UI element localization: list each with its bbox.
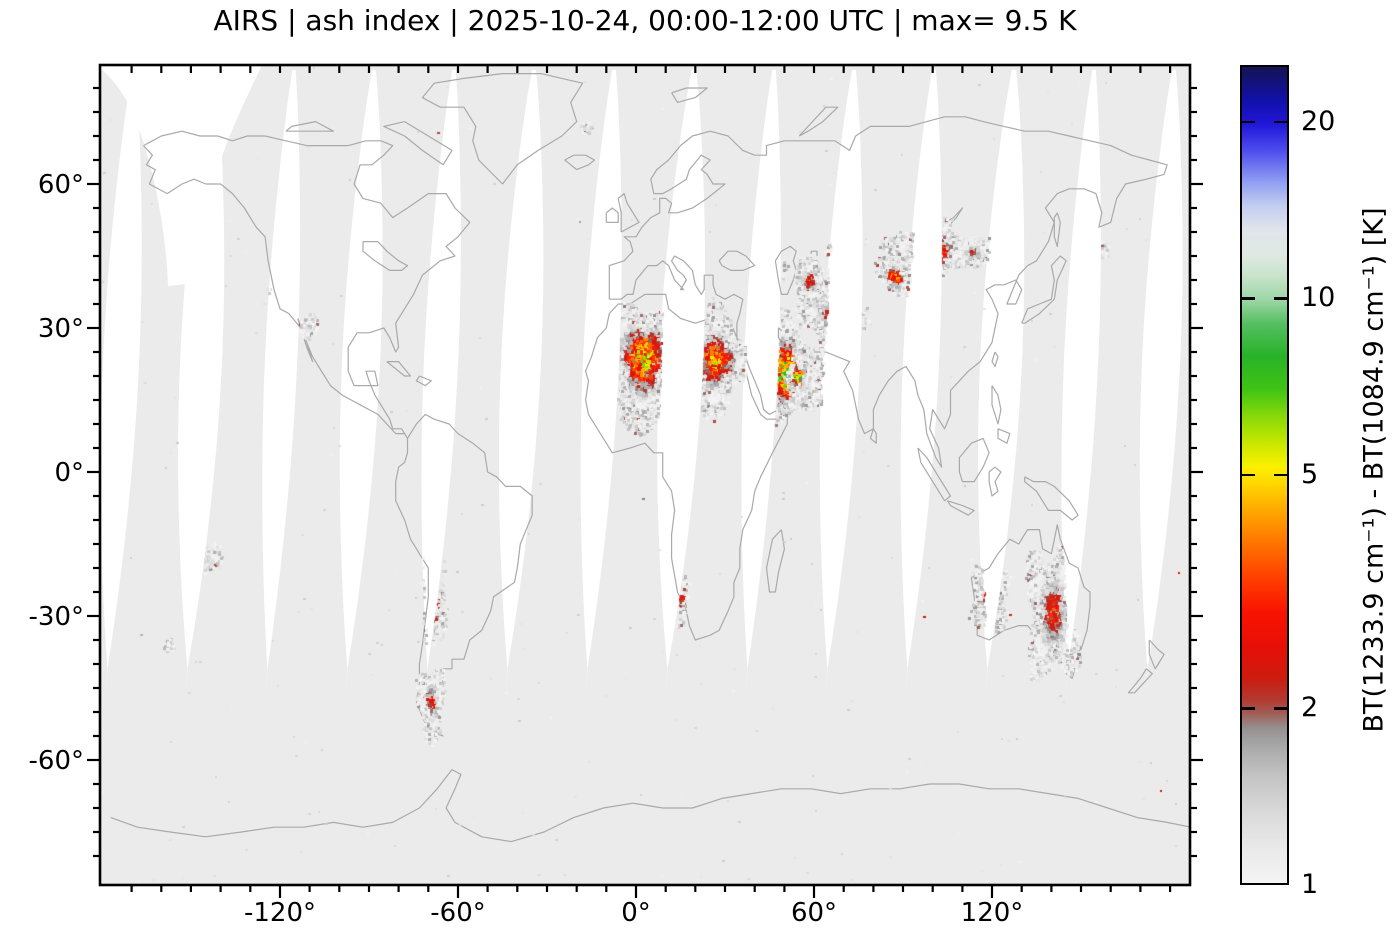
x-tick-label: 0° <box>621 898 651 928</box>
y-tick-label: 30° <box>38 314 84 344</box>
x-tick-label: 60° <box>791 898 837 928</box>
colorbar-tick-mark <box>1242 120 1255 123</box>
y-tick-label: -60° <box>29 746 84 776</box>
colorbar-tick-label: 5 <box>1301 459 1319 490</box>
colorbar-tick-mark <box>1242 707 1255 710</box>
colorbar-tick-label: 10 <box>1301 282 1336 314</box>
colorbar-tick-label: 2 <box>1301 692 1319 724</box>
x-tick-labels: -120° -60° 0° 60° 120° <box>244 898 1023 928</box>
y-tick-label: 0° <box>54 458 84 488</box>
colorbar-tick-mark <box>1274 297 1287 300</box>
plot-frame <box>98 63 1192 887</box>
colorbar-tick-mark <box>1242 297 1255 300</box>
colorbar-tick-mark <box>1274 707 1287 710</box>
colorbar-tick-mark <box>1274 473 1287 477</box>
x-tick-label: 120° <box>961 898 1024 928</box>
y-tick-label: -30° <box>29 602 84 632</box>
x-tick-label: -60° <box>430 898 485 928</box>
x-tick-label: -120° <box>244 898 316 928</box>
colorbar-tick-mark <box>1242 473 1255 477</box>
y-tick-labels: 60° 30° 0° -30° -60° <box>29 170 84 776</box>
colorbar-axis-label: BT(1233.9 cm⁻¹) - BT(1084.9 cm⁻¹) [K] <box>1358 207 1390 733</box>
colorbar-tick-mark <box>1274 120 1287 123</box>
axis-ticks <box>87 65 1203 898</box>
colorbar-tick-label: 1 <box>1301 869 1319 900</box>
y-tick-label: 60° <box>38 170 84 200</box>
colorbar-tick-label: 20 <box>1301 105 1336 137</box>
